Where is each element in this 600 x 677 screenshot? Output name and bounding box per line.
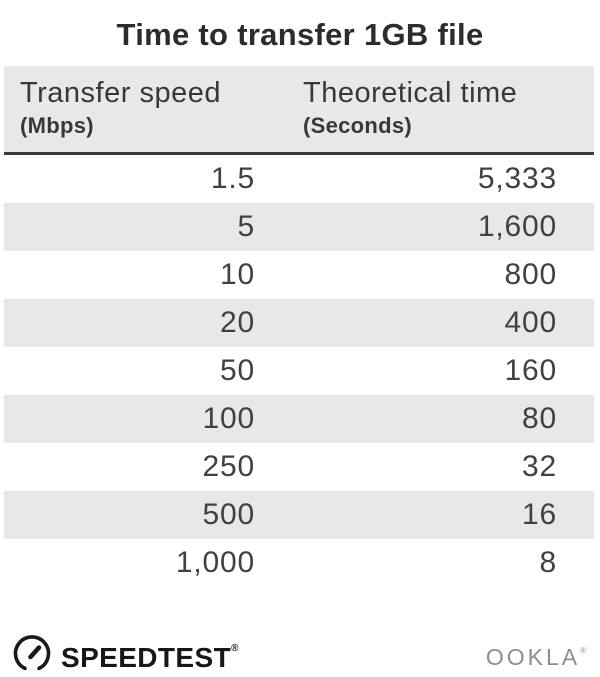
time-cell: 400 [504,306,557,339]
column-unit: (Seconds) [303,113,413,138]
column-header-transfer-speed: Transfer speed (Mbps) [4,76,255,139]
time-cell: 1,600 [477,210,557,243]
time-cell: 32 [522,450,557,483]
table-row: 10 800 [4,251,594,299]
page-title: Time to transfer 1GB file [116,17,484,52]
transfer-time-table: Transfer speed (Mbps) Theoretical time (… [4,66,594,587]
speed-cell: 1,000 [175,546,255,579]
ookla-brand-text: OOKLA [485,643,581,670]
registered-trademark-icon: ® [580,645,586,655]
table-header-row: Transfer speed (Mbps) Theoretical time (… [4,66,594,155]
registered-trademark-icon: ® [231,643,239,654]
table-body: 1.5 5,333 5 1,600 10 800 20 400 50 160 1… [4,155,594,587]
speed-cell: 10 [220,258,255,291]
time-cell: 5,333 [477,162,557,195]
speed-cell: 250 [202,450,255,483]
time-cell: 160 [504,354,557,387]
table-row: 1,000 8 [4,539,594,587]
table-row: 50 160 [4,347,594,395]
speed-cell: 50 [220,354,255,387]
table-row: 500 16 [4,491,594,539]
speedtest-wordmark: SPEEDTEST® [61,629,238,677]
column-label: Transfer speed [20,77,221,109]
time-cell: 8 [539,546,557,579]
table-row: 100 80 [4,395,594,443]
time-cell: 800 [504,258,557,291]
speed-cell: 100 [202,402,255,435]
table-row: 20 400 [4,299,594,347]
table-row: 1.5 5,333 [4,155,594,203]
speed-cell: 1.5 [210,162,255,195]
speedtest-brand-text: SPEEDTEST [61,642,232,673]
speed-cell: 5 [237,210,255,243]
column-label: Theoretical time [303,77,518,109]
column-unit: (Mbps) [20,113,94,138]
time-cell: 80 [522,402,557,435]
footer-branding: SPEEDTEST® OOKLA® [12,629,586,677]
table-row: 250 32 [4,443,594,491]
speedtest-gauge-icon [12,633,52,675]
speed-cell: 500 [202,498,255,531]
speedtest-logo: SPEEDTEST® [12,629,238,677]
ookla-logo: OOKLA® [486,636,586,672]
column-header-theoretical-time: Theoretical time (Seconds) [255,76,594,139]
speed-cell: 20 [220,306,255,339]
time-cell: 16 [522,498,557,531]
table-row: 5 1,600 [4,203,594,251]
